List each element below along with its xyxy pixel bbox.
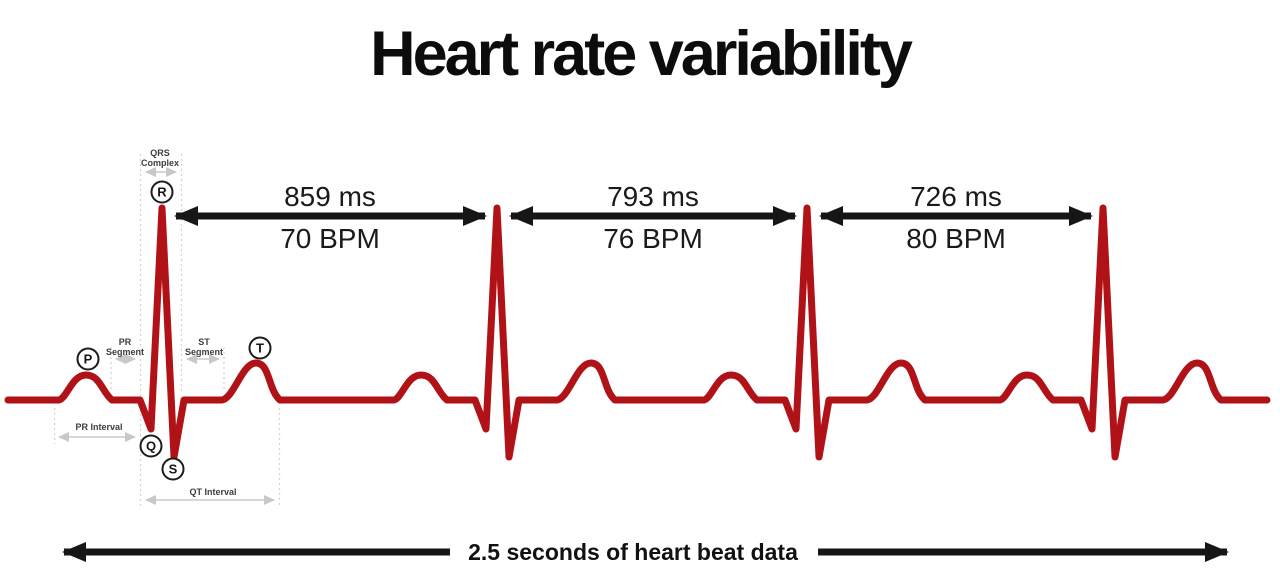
wave-point-t: T xyxy=(248,336,272,360)
rr-interval-3: 726 ms 80 BPM xyxy=(819,181,1093,254)
pr-interval-label: PR Interval xyxy=(75,422,122,432)
qrs-complex-label-line2: Complex xyxy=(141,158,179,168)
s-letter: S xyxy=(169,462,178,477)
annotation-arrows xyxy=(58,167,275,505)
r-circle xyxy=(150,180,174,204)
rr-interval-3-bpm: 80 BPM xyxy=(906,223,1006,254)
rr-interval-1-ms: 859 ms xyxy=(284,181,376,212)
rr-interval-3-ms: 726 ms xyxy=(910,181,1002,212)
q-letter: Q xyxy=(146,439,156,454)
ecg-waveform xyxy=(4,204,1271,461)
st-segment-label-line2: Segment xyxy=(185,347,223,357)
wave-point-s: S xyxy=(161,457,185,481)
q-circle xyxy=(139,434,163,458)
st-segment-label-line1: ST xyxy=(198,337,210,347)
page-title: Heart rate variability xyxy=(370,19,913,89)
pr-segment-label-line2: Segment xyxy=(106,347,144,357)
wave-point-p: P xyxy=(76,347,100,371)
rr-interval-1: 859 ms 70 BPM xyxy=(174,181,487,254)
annotation-labels: QRS Complex PR Segment ST Segment PR Int… xyxy=(75,148,236,497)
r-letter: R xyxy=(157,185,167,200)
rr-interval-2-bpm: 76 BPM xyxy=(603,223,703,254)
rr-interval-2: 793 ms 76 BPM xyxy=(509,181,797,254)
s-circle xyxy=(161,457,185,481)
rr-interval-2-ms: 793 ms xyxy=(607,181,699,212)
wave-point-q: Q xyxy=(139,434,163,458)
t-circle xyxy=(248,336,272,360)
p-letter: P xyxy=(84,352,93,367)
t-letter: T xyxy=(256,341,264,356)
pr-segment-label-line1: PR xyxy=(119,337,132,347)
qt-interval-label: QT Interval xyxy=(189,487,236,497)
p-circle xyxy=(76,347,100,371)
guide-lines xyxy=(53,154,281,506)
qrs-complex-label-line1: QRS xyxy=(150,148,170,158)
time-span-label: 2.5 seconds of heart beat data xyxy=(468,539,798,565)
time-span-arrow: 2.5 seconds of heart beat data xyxy=(62,539,1229,565)
rr-interval-1-bpm: 70 BPM xyxy=(280,223,380,254)
wave-point-r: R xyxy=(150,180,174,204)
